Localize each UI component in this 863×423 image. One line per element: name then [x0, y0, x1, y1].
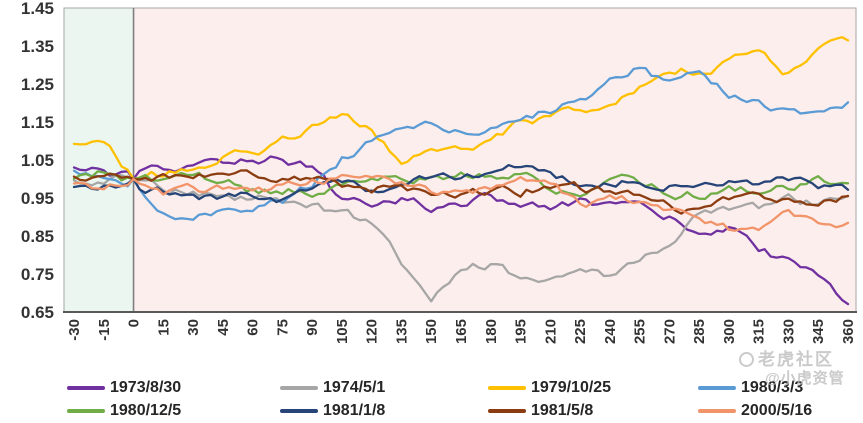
legend-label: 1981/1/8	[323, 401, 386, 419]
legend-label: 1980/12/5	[110, 401, 182, 419]
x-tick-label: 90	[304, 319, 321, 336]
chart-legend: 1973/8/30 1974/5/1 1979/10/25 1980/3/3 1980/…	[67, 376, 857, 422]
legend-item-1980/3/3[interactable]: 1980/3/3	[698, 376, 857, 399]
legend-item-1981/5/8[interactable]: 1981/5/8	[488, 399, 698, 422]
x-tick-label: 330	[780, 319, 797, 344]
y-tick-label: 1.35	[21, 37, 54, 56]
x-tick-label: 270	[661, 319, 678, 344]
x-tick-label: 165	[453, 319, 470, 344]
legend-swatch-icon	[488, 408, 526, 413]
y-tick-label: 1.15	[21, 113, 54, 132]
legend-swatch-icon	[488, 385, 526, 390]
event-study-line-chart: 1.45 1.35 1.25 1.15 1.05 0.95 0.85 0.75 0.65 -30-…	[21, 0, 857, 344]
x-tick-label: 30	[185, 319, 202, 336]
x-tick-label: 345	[810, 319, 827, 344]
legend-swatch-icon	[280, 408, 318, 413]
series-line-1981/1/8[interactable]	[72, 163, 850, 204]
legend-item-2000/5/16[interactable]: 2000/5/16	[698, 399, 857, 422]
x-tick-label: 75	[274, 319, 291, 336]
x-tick-label: -15	[96, 319, 113, 341]
legend-item-1973/8/30[interactable]: 1973/8/30	[67, 376, 280, 399]
x-tick-label: 240	[602, 319, 619, 344]
legend-label: 2000/5/16	[741, 401, 813, 419]
x-tick-label: 360	[840, 319, 857, 344]
legend-label: 1973/8/30	[110, 378, 182, 396]
x-tick-label: 120	[364, 319, 381, 344]
region-pre-event	[64, 8, 134, 312]
legend-item-1980/12/5[interactable]: 1980/12/5	[67, 399, 280, 422]
series-line-1974/5/1[interactable]	[72, 174, 850, 303]
legend-label: 1979/10/25	[531, 378, 612, 396]
legend-swatch-icon	[67, 408, 105, 413]
legend-item-1981/1/8[interactable]: 1981/1/8	[280, 399, 488, 422]
x-tick-label: 300	[721, 319, 738, 344]
x-tick-label: 180	[483, 319, 500, 344]
x-tick-label: 315	[751, 319, 768, 344]
x-tick-label: 105	[334, 319, 351, 344]
x-tick-label: 255	[632, 319, 649, 344]
legend-label: 1981/5/8	[531, 401, 594, 419]
legend-swatch-icon	[698, 408, 736, 413]
series-line-1973/8/30[interactable]	[72, 155, 850, 306]
legend-swatch-icon	[698, 385, 736, 390]
series-line-1981/5/8[interactable]	[72, 169, 850, 215]
y-tick-label: 1.05	[21, 151, 54, 170]
x-tick-label: 15	[155, 319, 172, 336]
y-tick-label: 0.85	[21, 227, 54, 246]
legend-item-1974/5/1[interactable]: 1974/5/1	[280, 376, 488, 399]
region-post-event	[133, 8, 857, 312]
y-tick-label: 0.75	[21, 265, 54, 284]
y-tick-label: 1.45	[21, 0, 54, 18]
x-tick-label: 0	[126, 319, 143, 327]
y-tick-label: 0.65	[21, 303, 54, 322]
legend-swatch-icon	[67, 385, 105, 390]
x-tick-label: 225	[572, 319, 589, 344]
legend-label: 1980/3/3	[741, 378, 804, 396]
x-tick-label: -30	[66, 319, 83, 341]
legend-swatch-icon	[280, 385, 318, 390]
x-tick-label: 150	[423, 319, 440, 344]
y-tick-label: 0.95	[21, 189, 54, 208]
x-tick-label: 60	[245, 319, 262, 336]
x-tick-label: 45	[215, 319, 232, 336]
legend-item-1979/10/25[interactable]: 1979/10/25	[488, 376, 698, 399]
y-tick-label: 1.25	[21, 75, 54, 94]
x-tick-label: 285	[691, 319, 708, 344]
legend-label: 1974/5/1	[323, 378, 386, 396]
x-tick-label: 210	[542, 319, 559, 344]
series-line-1979/10/25[interactable]	[72, 36, 850, 181]
x-tick-label: 135	[393, 319, 410, 344]
series-line-1980/3/3[interactable]	[72, 66, 850, 221]
x-tick-label: 195	[513, 319, 530, 344]
series-line-2000/5/16[interactable]	[72, 173, 850, 232]
